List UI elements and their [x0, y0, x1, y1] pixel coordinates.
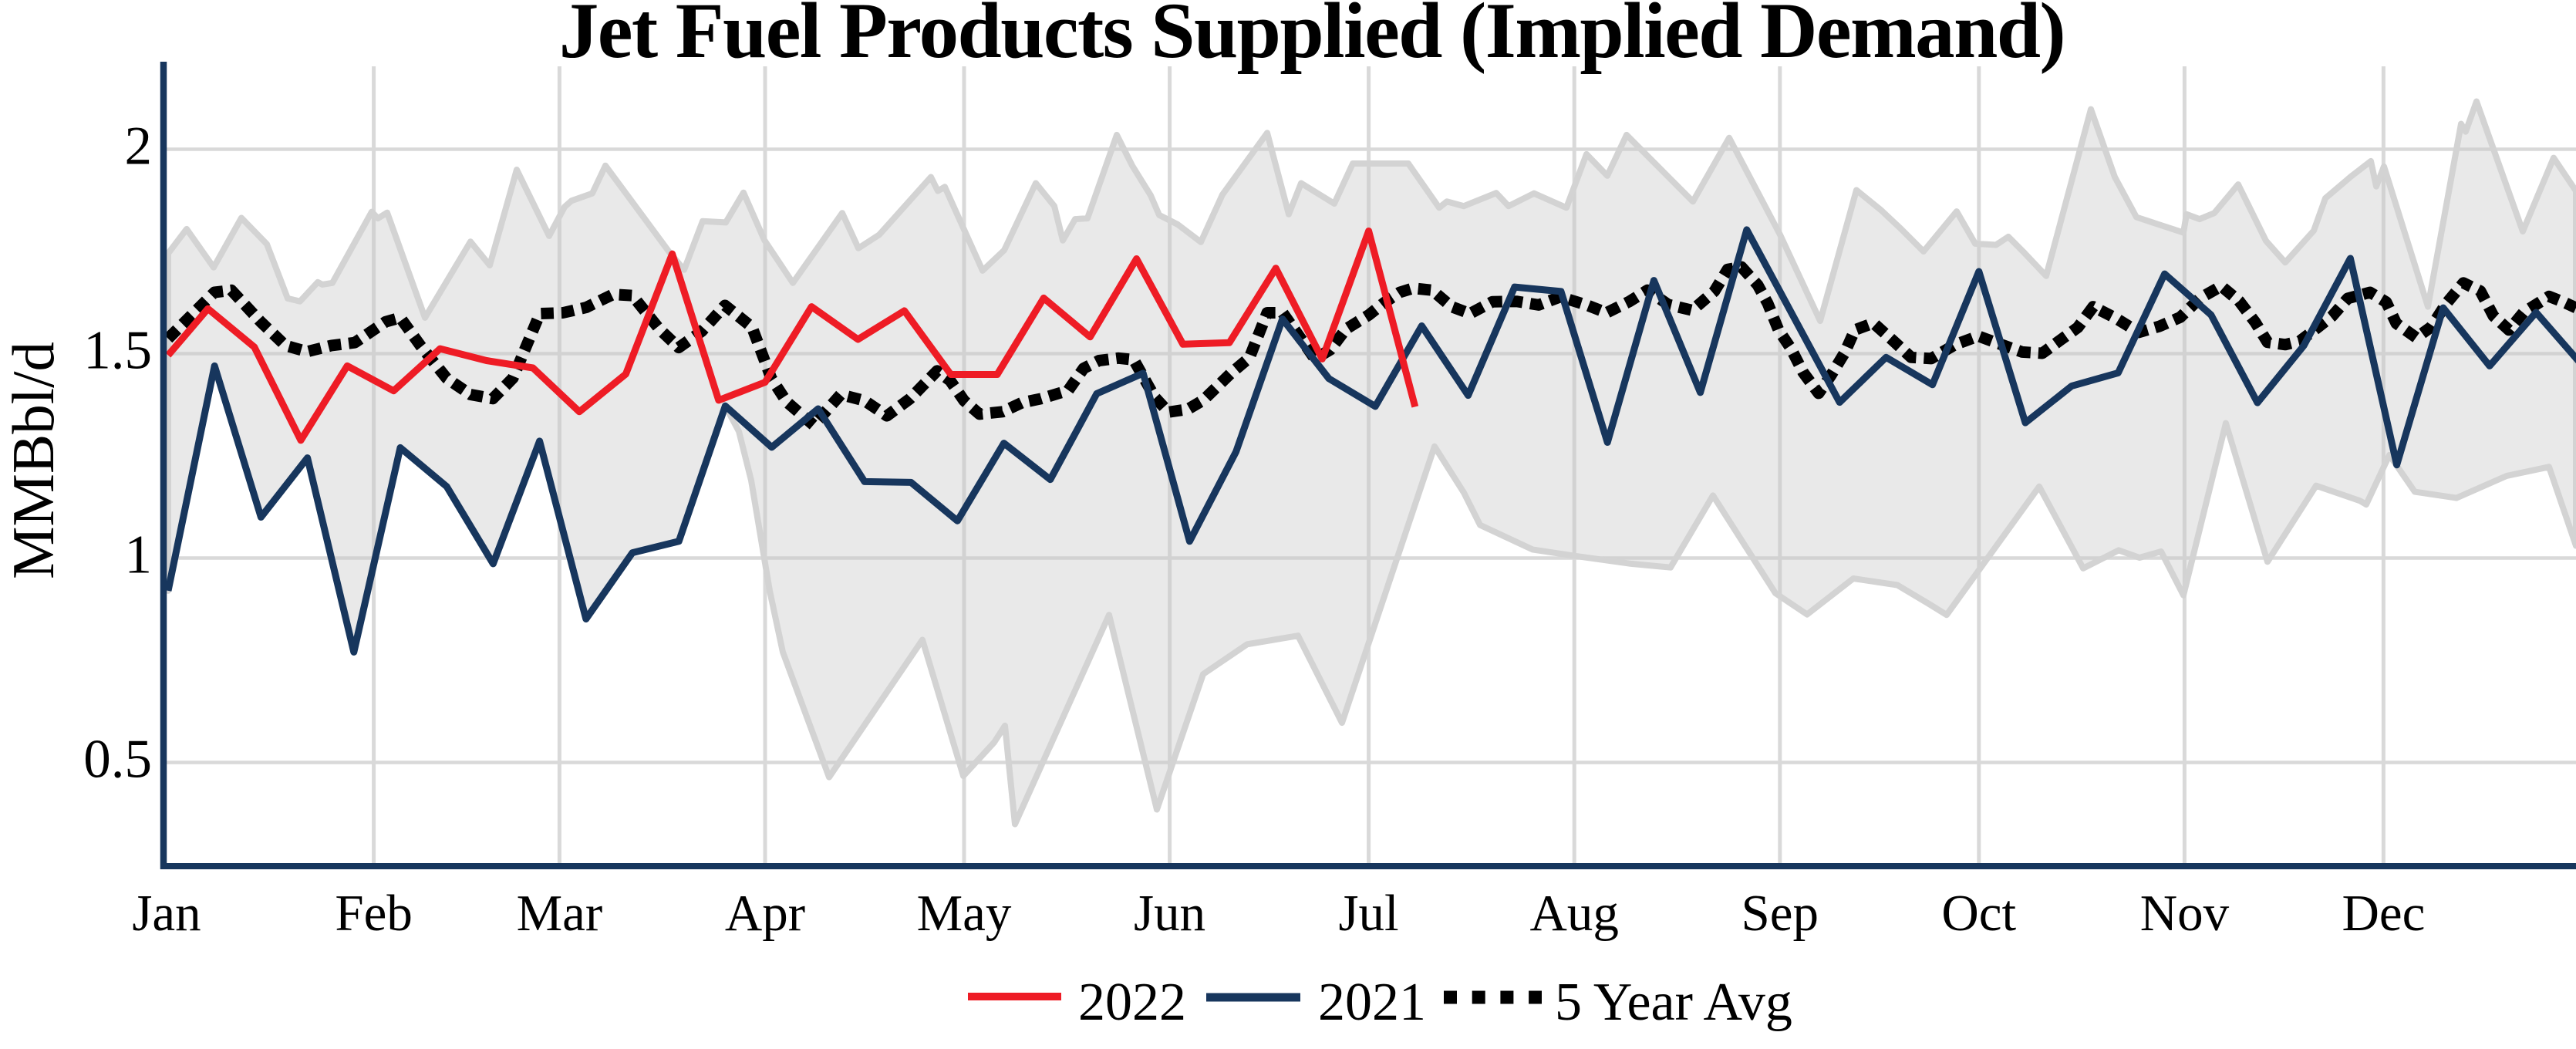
svg-text:Oct: Oct — [1941, 885, 2016, 942]
svg-text:Feb: Feb — [335, 885, 413, 942]
svg-text:Jan: Jan — [132, 885, 201, 942]
svg-text:May: May — [917, 885, 1012, 942]
svg-text:1: 1 — [125, 525, 153, 585]
svg-text:Jun: Jun — [1134, 885, 1205, 942]
svg-text:MMBbl/d: MMBbl/d — [0, 342, 66, 579]
svg-text:Mar: Mar — [517, 885, 603, 942]
svg-text:Jul: Jul — [1338, 885, 1398, 942]
svg-text:Jet Fuel Products Supplied (Im: Jet Fuel Products Supplied (Implied Dema… — [559, 0, 2065, 75]
svg-text:0.5: 0.5 — [83, 730, 152, 790]
svg-text:2022: 2022 — [1078, 973, 1186, 1032]
svg-text:Sep: Sep — [1741, 885, 1819, 942]
svg-text:2021: 2021 — [1318, 973, 1426, 1032]
svg-text:Dec: Dec — [2342, 885, 2425, 942]
svg-text:1.5: 1.5 — [83, 321, 152, 381]
svg-text:Aug: Aug — [1530, 885, 1619, 942]
svg-text:2: 2 — [125, 116, 153, 177]
svg-text:Apr: Apr — [725, 885, 805, 942]
svg-text:Nov: Nov — [2140, 885, 2230, 942]
svg-text:5 Year Avg: 5 Year Avg — [1555, 973, 1792, 1032]
